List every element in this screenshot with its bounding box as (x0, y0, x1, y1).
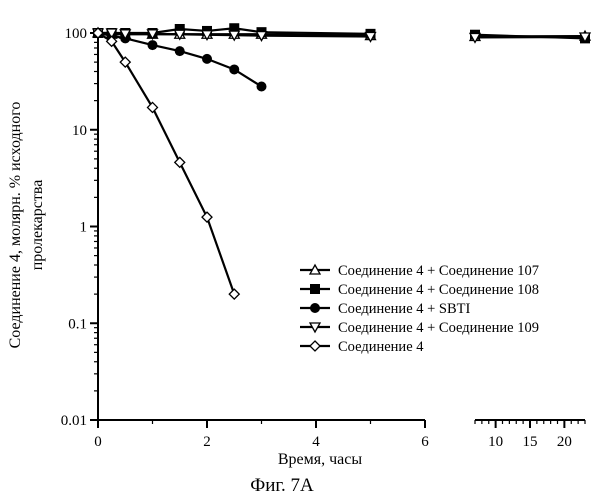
legend-label: Соединение 4 + Соединение 109 (338, 320, 539, 336)
data-point (257, 81, 267, 91)
data-point (175, 46, 185, 56)
data-point (148, 102, 158, 112)
x-tick-label: 10 (488, 434, 503, 450)
legend-label: Соединение 4 + SBTI (338, 301, 471, 317)
figure-caption: Фиг. 7А (250, 475, 314, 496)
x-tick-label: 4 (312, 434, 320, 450)
data-point (148, 40, 158, 50)
x-tick-label: 0 (94, 434, 102, 450)
data-point (229, 64, 239, 74)
axes (98, 29, 585, 420)
data-point (202, 54, 212, 64)
legend-item: Соединение 4 + SBTI (300, 301, 471, 317)
legend-marker (310, 284, 320, 294)
x-axis-title: Время, часы (278, 451, 363, 468)
y-tick-label: 100 (65, 26, 88, 42)
legend-marker (310, 303, 320, 313)
y-tick-label: 1 (80, 220, 88, 236)
y-axis-title-line1: Соединение 4, молярн. % исходного (7, 102, 24, 349)
legend-marker (310, 341, 320, 351)
y-tick-label: 0.1 (68, 316, 87, 332)
legend-item: Соединение 4 + Соединение 109 (300, 320, 539, 336)
data-point (202, 212, 212, 222)
legend-item: Соединение 4 + Соединение 108 (300, 282, 539, 298)
x-tick-label: 2 (203, 434, 211, 450)
y-tick-label: 0.01 (61, 413, 87, 429)
legend: Соединение 4 + Соединение 107 Соединение … (300, 263, 539, 355)
legend-item: Соединение 4 + Соединение 107 (300, 263, 539, 279)
y-axis-title-line2: пролекарства (29, 180, 46, 271)
legend-label: Соединение 4 + Соединение 108 (338, 282, 539, 298)
legend-label: Соединение 4 + Соединение 107 (338, 263, 539, 279)
ticks: 0.01 0.1 1 10 100 0 2 4 6 10 15 20 (61, 26, 585, 450)
y-tick-label: 10 (72, 123, 87, 139)
x-tick-label: 20 (557, 434, 572, 450)
series (93, 23, 590, 299)
series-line (98, 33, 234, 294)
data-point (175, 157, 185, 167)
data-point (229, 289, 239, 299)
legend-item: Соединение 4 (300, 339, 424, 355)
series-5 (93, 28, 239, 299)
legend-label: Соединение 4 (338, 339, 424, 355)
x-tick-label: 15 (523, 434, 538, 450)
x-tick-label: 6 (421, 434, 429, 450)
